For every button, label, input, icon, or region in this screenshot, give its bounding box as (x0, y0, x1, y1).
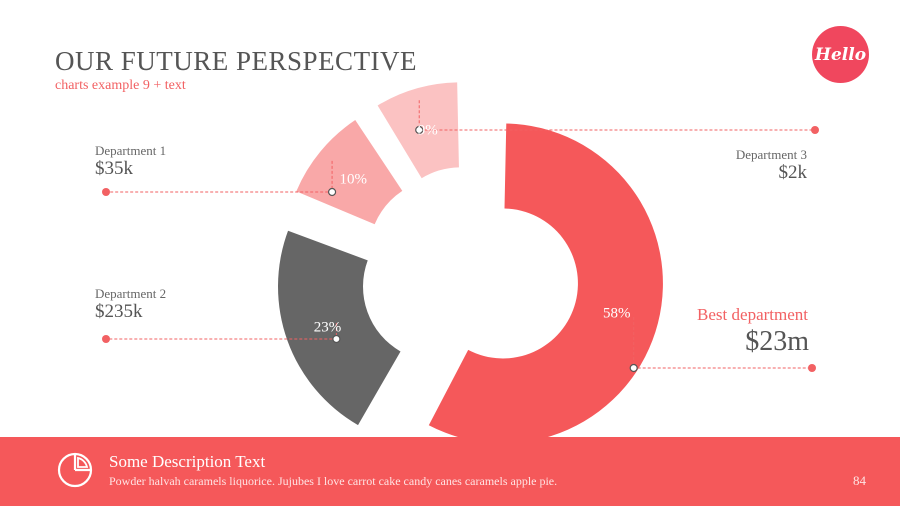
leader-anchor-dot-2 (332, 334, 341, 344)
slice-percent-label-2: 23% (314, 319, 342, 335)
best-department-label: Best department (697, 305, 808, 324)
leader-anchor-dot-4 (415, 125, 424, 135)
slice-percent-label-1: 58% (603, 306, 631, 322)
best-department-value: $23m (745, 326, 809, 357)
footer-title: Some Description Text (109, 452, 266, 471)
footer-description: Powder halvah caramels liquorice. Jujube… (109, 474, 558, 488)
donut-slice-2 (278, 230, 401, 426)
slice-percent-label-3: 10% (340, 171, 368, 187)
slice-percent-label-4: 9% (418, 123, 438, 139)
department-2-name: Department 2 (95, 286, 167, 301)
department-2-value: $235k (95, 301, 143, 322)
pie-chart-icon (55, 450, 95, 495)
department-3-value: $2k (778, 162, 808, 183)
page-title: OUR FUTURE PERSPECTIVE (55, 46, 418, 76)
leader-end-dot-4 (811, 126, 819, 134)
hello-logo-badge: Hello (812, 26, 869, 83)
department-1-name: Department 1 (95, 143, 167, 158)
department-3-name: Department 3 (735, 147, 807, 162)
page-subtitle: charts example 9 + text (55, 78, 186, 93)
leader-anchor-dot-3 (327, 187, 337, 197)
leader-lines (102, 100, 819, 373)
page-number: 84 (853, 473, 866, 488)
donut-slice-1 (428, 123, 663, 437)
donut-slice-3 (296, 120, 403, 225)
leader-line-4 (418, 100, 815, 131)
donut-chart: 58% 23% 10% 9% (102, 82, 819, 437)
leader-end-dot-2 (102, 335, 110, 343)
leader-end-dot-1 (808, 364, 816, 372)
department-1-value: $35k (95, 158, 133, 179)
leader-end-dot-3 (102, 188, 110, 196)
footer-bar: Some Description Text Powder halvah cara… (0, 437, 900, 506)
leader-anchor-dot-1 (629, 363, 638, 373)
